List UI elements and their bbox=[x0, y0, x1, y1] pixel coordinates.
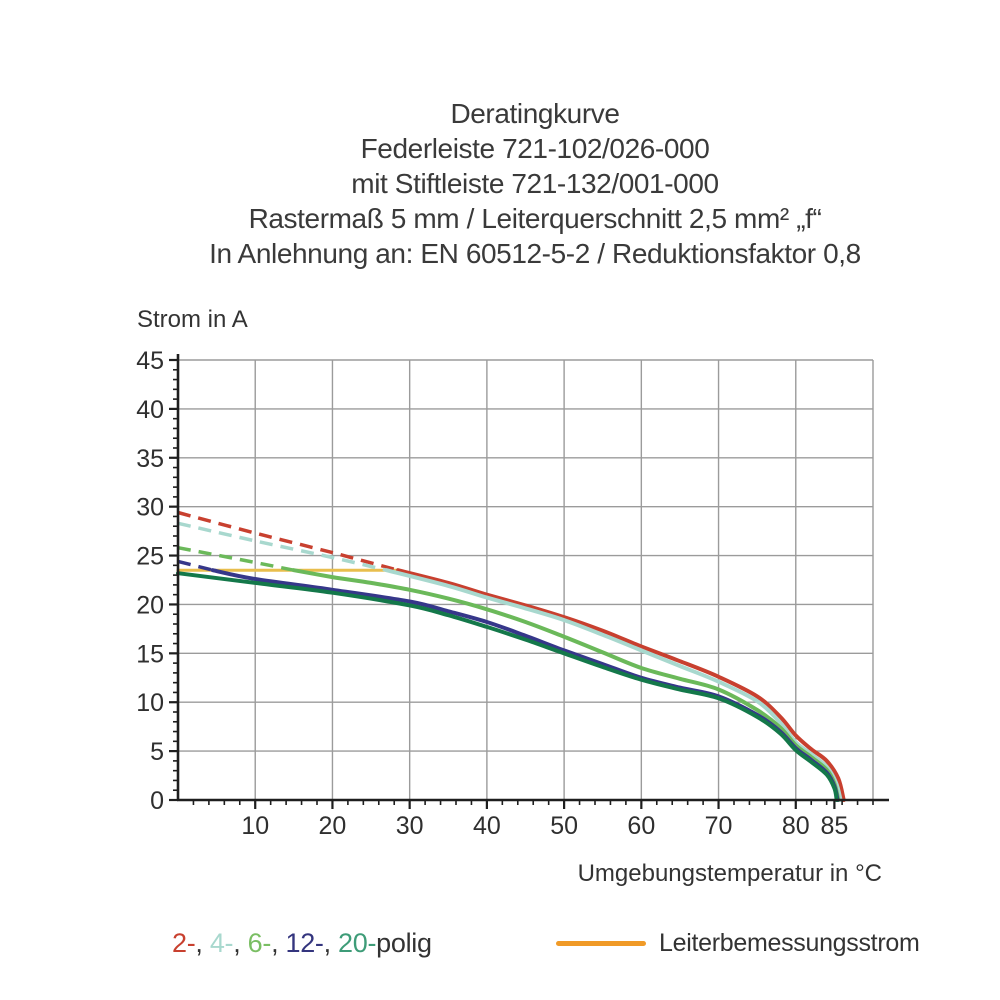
title-line-2: Federleiste 721-102/026-000 bbox=[360, 133, 710, 164]
x-axis-title: Umgebungstemperatur in °C bbox=[577, 860, 882, 887]
y-tick-label: 25 bbox=[136, 543, 164, 571]
x-tick-label: 30 bbox=[396, 812, 424, 840]
legend-pole-20: 20- bbox=[338, 928, 377, 958]
curve-4-polig-dashed bbox=[177, 521, 387, 572]
legend-pole-4: 4- bbox=[209, 928, 234, 958]
legend-separator: , bbox=[195, 928, 210, 958]
legend-separator: , bbox=[323, 928, 339, 958]
y-tick-label: 15 bbox=[136, 640, 164, 668]
curve-6-polig bbox=[291, 568, 841, 802]
y-tick-label: 5 bbox=[150, 738, 164, 766]
curve-12-polig-dashed bbox=[177, 559, 214, 572]
y-axis-title: Strom in A bbox=[137, 306, 248, 333]
y-tick-label: 40 bbox=[136, 396, 164, 424]
y-tick-label: 35 bbox=[136, 445, 164, 473]
curve-20-polig bbox=[176, 571, 839, 802]
title-line-4: Rastermaß 5 mm / Leiterquerschnitt 2,5 m… bbox=[248, 203, 822, 234]
legend-pole-12: 12- bbox=[285, 928, 324, 958]
curve-6-polig-dashed bbox=[177, 545, 295, 572]
title-line-3: mit Stiftleiste 721-132/001-000 bbox=[351, 168, 719, 199]
x-tick-label: 10 bbox=[241, 812, 269, 840]
legend-separator: , bbox=[233, 928, 248, 958]
legend-suffix: polig bbox=[376, 928, 432, 958]
x-tick-label: 60 bbox=[627, 812, 655, 840]
legend-separator: , bbox=[271, 928, 286, 958]
y-tick-label: 45 bbox=[136, 347, 164, 375]
x-tick-label: 70 bbox=[705, 812, 733, 840]
y-tick-label: 30 bbox=[136, 494, 164, 522]
curve-2-polig-dashed bbox=[177, 510, 399, 572]
y-tick-label: 0 bbox=[150, 787, 164, 815]
x-tick-label: 20 bbox=[319, 812, 347, 840]
y-tick-label: 20 bbox=[136, 591, 164, 619]
x-tick-label: 50 bbox=[550, 812, 578, 840]
x-tick-label: 80 bbox=[782, 812, 810, 840]
legend-pole-6: 6- bbox=[247, 928, 272, 958]
chart-title-block: Deratingkurve Federleiste 721-102/026-00… bbox=[60, 96, 1000, 271]
rated-current-label: Leiterbemessungsstrom bbox=[659, 928, 920, 957]
title-line-5: In Anlehnung an: EN 60512-5-2 / Reduktio… bbox=[209, 238, 861, 269]
x-tick-label: 40 bbox=[473, 812, 501, 840]
legend-poles: 2-, 4-, 6-, 12-, 20-polig bbox=[172, 928, 432, 959]
rated-current-line-swatch bbox=[556, 940, 646, 946]
curve-4-polig bbox=[384, 568, 843, 802]
x-tick-label: 85 bbox=[820, 812, 848, 840]
legend-rated: Leiterbemessungsstrom bbox=[556, 926, 920, 960]
legend-pole-2: 2- bbox=[172, 928, 196, 958]
title-line-1: Deratingkurve bbox=[450, 98, 620, 129]
y-tick-label: 10 bbox=[136, 689, 164, 717]
curve-2-polig bbox=[396, 568, 846, 802]
